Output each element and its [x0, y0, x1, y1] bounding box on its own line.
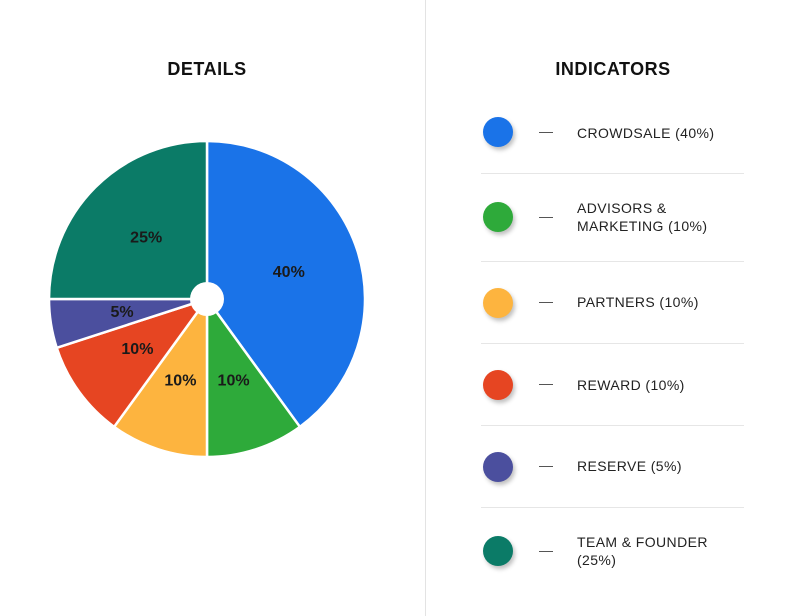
- legend-label: ADVISORS & MARKETING (10%): [577, 200, 708, 234]
- legend-dash: [539, 132, 553, 133]
- legend-item-partners: PARTNERS (10%): [481, 262, 744, 344]
- pie-slice-crowdsale: [205, 139, 367, 429]
- indicators-panel: INDICATORS CROWDSALE (40%) ADVISORS & MA…: [426, 0, 785, 616]
- pie-slice-team-founder: [47, 139, 209, 301]
- legend-dash: [539, 302, 553, 303]
- pie-label-reserve: 5%: [110, 304, 133, 321]
- legend-item-reserve: RESERVE (5%): [481, 426, 744, 508]
- legend-item-crowdsale: CROWDSALE (40%): [481, 92, 744, 174]
- pie-center-hole: [190, 282, 224, 316]
- legend-dot: [483, 452, 513, 482]
- pie-slice-advisors-marketing: [205, 297, 302, 459]
- pie-label-partners: 10%: [164, 372, 196, 389]
- legend-item-advisors-marketing: ADVISORS & MARKETING (10%): [481, 174, 744, 262]
- legend-label: CROWDSALE (40%): [577, 125, 715, 141]
- legend-dot: [483, 288, 513, 318]
- panel-divider: [425, 0, 426, 616]
- legend-dash: [539, 217, 553, 218]
- legend-dash: [539, 551, 553, 552]
- legend-label: RESERVE (5%): [577, 458, 682, 474]
- pie-chart: 40% 10% 10% 10% 5% 25%: [47, 139, 367, 459]
- legend-label: REWARD (10%): [577, 377, 685, 393]
- legend-label: PARTNERS (10%): [577, 294, 699, 310]
- details-panel: DETAILS 40% 10% 10% 10% 5% 25%: [47, 59, 367, 459]
- pie-label-crowdsale: 40%: [273, 264, 305, 281]
- pie-slice-reward: [55, 297, 209, 429]
- indicators-legend: CROWDSALE (40%) ADVISORS & MARKETING (10…: [481, 92, 744, 596]
- legend-item-team-founder: TEAM & FOUNDER (25%): [481, 508, 744, 596]
- legend-item-reward: REWARD (10%): [481, 344, 744, 426]
- legend-dot: [483, 536, 513, 566]
- legend-dot: [483, 117, 513, 147]
- pie-slice-partners: [112, 297, 209, 459]
- pie-label-team-founder: 25%: [130, 230, 162, 247]
- details-title: DETAILS: [167, 59, 247, 79]
- pie-label-reward: 10%: [121, 341, 153, 358]
- legend-dot: [483, 370, 513, 400]
- pie-label-advisors-marketing: 10%: [218, 372, 250, 389]
- legend-dot: [483, 202, 513, 232]
- indicators-title: INDICATORS: [555, 59, 671, 79]
- legend-dash: [539, 466, 553, 467]
- legend-label: TEAM & FOUNDER (25%): [577, 534, 708, 568]
- legend-dash: [539, 384, 553, 385]
